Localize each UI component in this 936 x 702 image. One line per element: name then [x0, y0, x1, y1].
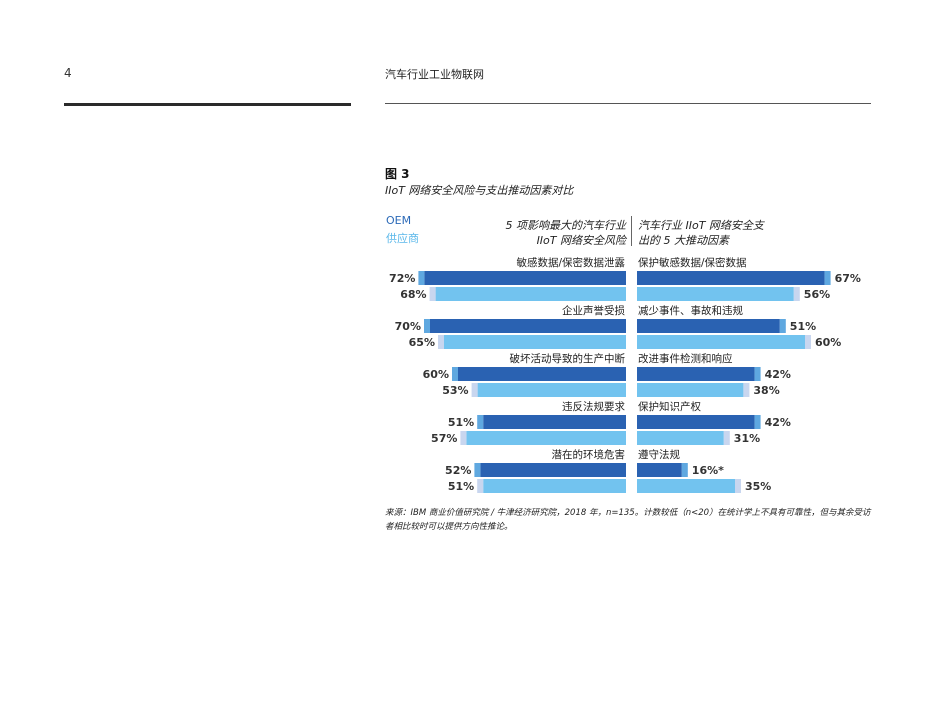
left-bar-cap-supplier [438, 335, 444, 349]
left-bar-cap-supplier [471, 383, 478, 397]
left-bar-supplier [466, 431, 626, 445]
right-header-rule [385, 103, 871, 104]
right-bar-supplier [637, 479, 735, 493]
left-bar-oem [483, 415, 626, 429]
right-bar-cap-oem [824, 271, 831, 285]
right-value-label-supplier: 38% [753, 384, 779, 397]
left-value-label-oem: 52% [445, 464, 471, 477]
left-bar-supplier [444, 335, 626, 349]
left-panel-header-line-2: IIoT 网络安全风险 [536, 234, 626, 247]
left-bar-supplier [477, 383, 626, 397]
right-bar-supplier [637, 383, 744, 397]
left-value-label-oem: 70% [395, 320, 421, 333]
right-category-label: 改进事件检测和响应 [638, 352, 733, 365]
left-bar-cap-oem [424, 319, 430, 333]
right-bar-cap-supplier [743, 383, 750, 397]
right-category-label: 保护知识产权 [638, 400, 701, 413]
left-category-label: 破坏活动导致的生产中断 [510, 352, 626, 365]
left-category-label: 企业声誉受损 [562, 304, 625, 317]
left-bar-cap-oem [474, 463, 481, 477]
panel-divider [631, 216, 632, 246]
right-value-label-oem: 42% [765, 416, 791, 429]
left-value-label-supplier: 53% [442, 384, 468, 397]
left-value-label-supplier: 68% [400, 288, 426, 301]
right-bar-oem [637, 415, 755, 429]
left-value-label-oem: 60% [423, 368, 449, 381]
right-bar-oem [637, 367, 755, 381]
right-bar-supplier [637, 335, 805, 349]
left-value-label-supplier: 51% [448, 480, 474, 493]
right-value-label-oem: 51% [790, 320, 816, 333]
right-panel-header-line-1: 汽车行业 IIoT 网络安全支 [638, 219, 764, 232]
right-bar-cap-oem [681, 463, 688, 477]
left-bar-cap-supplier [460, 431, 467, 445]
right-bar-cap-supplier [805, 335, 811, 349]
left-bar-oem [458, 367, 626, 381]
left-bar-supplier [435, 287, 626, 301]
right-bar-supplier [637, 431, 724, 445]
left-category-label: 敏感数据/保密数据泄露 [516, 256, 625, 269]
right-bar-cap-oem [754, 415, 761, 429]
right-category-label: 遵守法规 [638, 448, 680, 461]
left-bar-oem [424, 271, 626, 285]
left-value-label-oem: 72% [389, 272, 415, 285]
legend-oem: OEM [386, 214, 412, 227]
right-value-label-oem: 42% [765, 368, 791, 381]
right-value-label-supplier: 31% [734, 432, 760, 445]
right-bar-cap-supplier [735, 479, 741, 493]
left-header-rule [64, 103, 351, 106]
right-panel-header-line-2: 出的 5 大推动因素 [638, 234, 729, 247]
left-bar-cap-oem [477, 415, 484, 429]
right-value-label-supplier: 60% [815, 336, 841, 349]
right-panel-header: 汽车行业 IIoT 网络安全支 出的 5 大推动因素 [638, 218, 798, 248]
right-bar-supplier [637, 287, 794, 301]
left-bar-oem [480, 463, 626, 477]
left-bar-cap-oem [418, 271, 425, 285]
right-bar-cap-supplier [723, 431, 730, 445]
right-value-label-supplier: 35% [745, 480, 771, 493]
left-category-label: 违反法规要求 [562, 400, 625, 413]
left-bar-cap-oem [452, 367, 458, 381]
left-bar-oem [430, 319, 626, 333]
right-value-label-oem: 67% [835, 272, 861, 285]
figure-title: IIoT 网络安全风险与支出推动因素对比 [385, 184, 574, 197]
legend-supplier: 供应商 [386, 232, 419, 245]
left-bar-cap-supplier [429, 287, 436, 301]
left-value-label-oem: 51% [448, 416, 474, 429]
left-bar-cap-supplier [477, 479, 484, 493]
right-category-label: 减少事件、事故和违规 [638, 304, 743, 317]
figure-label: 图 3 [385, 167, 410, 181]
right-category-label: 保护敏感数据/保密数据 [638, 256, 747, 269]
right-value-label-supplier: 56% [804, 288, 830, 301]
right-bar-cap-oem [754, 367, 761, 381]
right-bar-oem [637, 463, 682, 477]
left-panel-header: 5 项影响最大的汽车行业 IIoT 网络安全风险 [466, 218, 627, 248]
left-bar-supplier [483, 479, 626, 493]
left-category-label: 潜在的环境危害 [552, 448, 626, 461]
right-bar-cap-oem [779, 319, 786, 333]
left-panel-header-line-1: 5 项影响最大的汽车行业 [505, 219, 627, 232]
left-value-label-supplier: 57% [431, 432, 457, 445]
page-number: 4 [64, 66, 72, 80]
running-header-title: 汽车行业工业物联网 [385, 68, 484, 81]
right-bar-oem [637, 319, 780, 333]
footnote: 来源：IBM 商业价值研究院 / 牛津经济研究院，2018 年，n=135。计数… [385, 508, 871, 532]
right-value-label-oem: 16%* [692, 464, 724, 477]
left-value-label-supplier: 65% [409, 336, 435, 349]
right-bar-oem [637, 271, 825, 285]
right-bar-cap-supplier [793, 287, 800, 301]
